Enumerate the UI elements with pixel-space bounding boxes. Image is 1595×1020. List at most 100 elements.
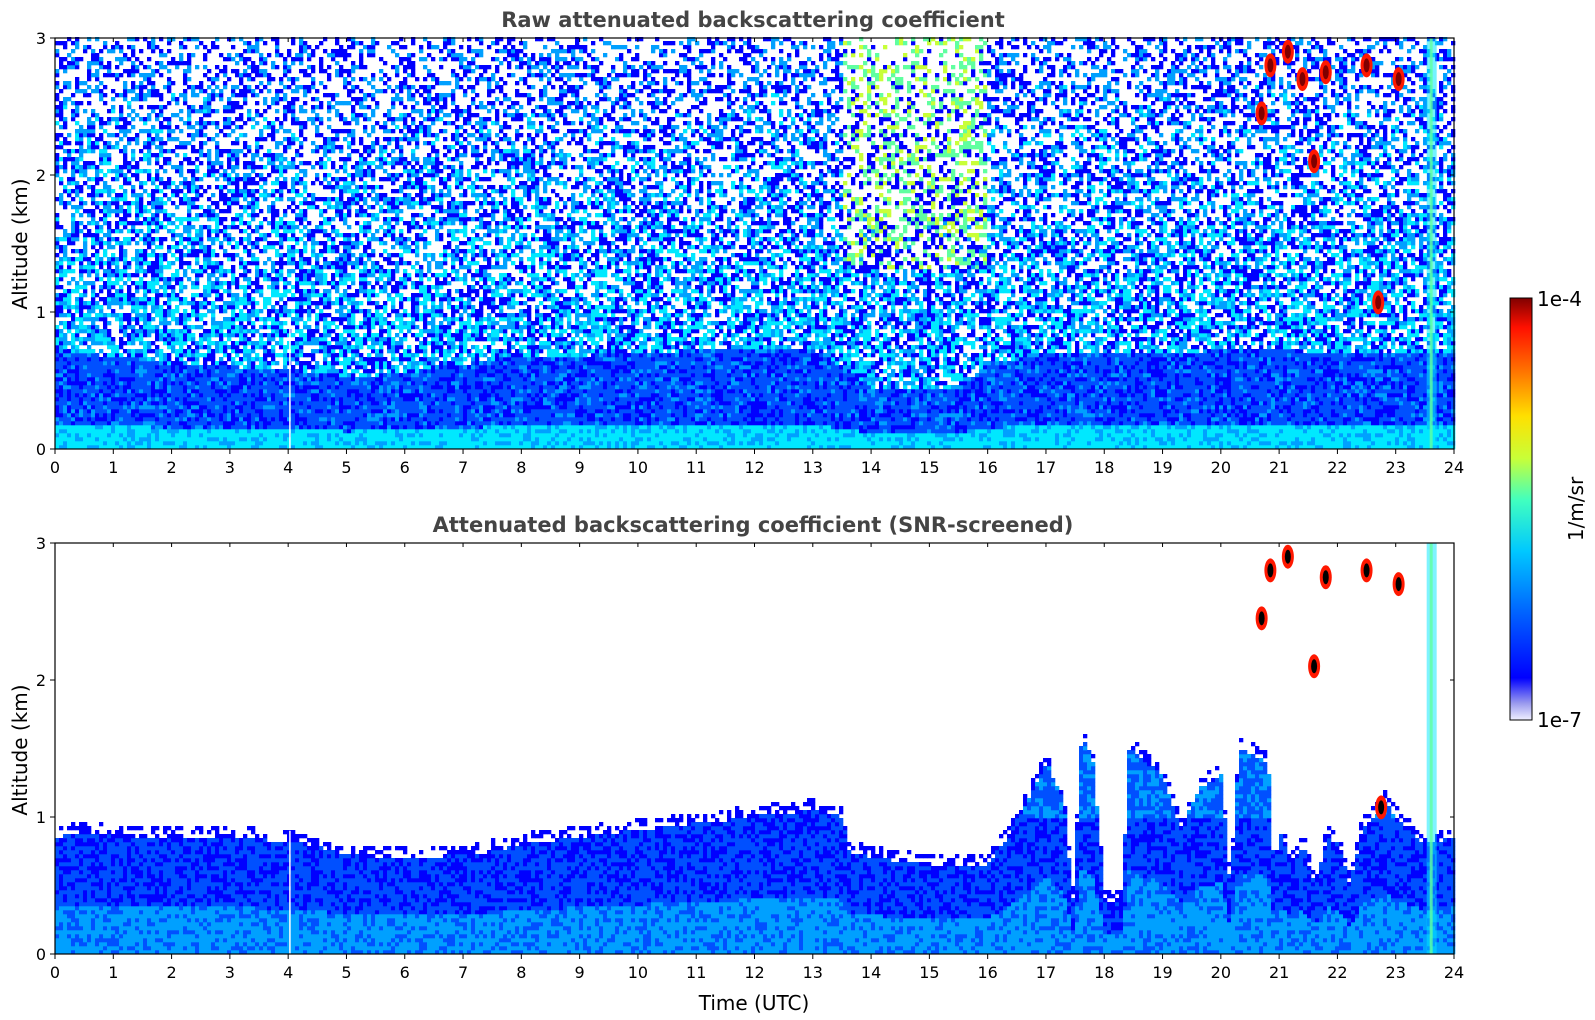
heatmap-cell: [103, 425, 108, 430]
heatmap-cell: [315, 325, 320, 330]
heatmap-cell: [195, 301, 200, 306]
heatmap-cell: [319, 225, 324, 230]
heatmap-cell: [79, 409, 84, 414]
heatmap-cell: [59, 377, 64, 382]
heatmap-cell: [155, 393, 160, 398]
heatmap-cell: [239, 313, 244, 318]
heatmap-cell: [315, 349, 320, 354]
heatmap-cell: [327, 433, 332, 438]
heatmap-cell: [315, 133, 320, 138]
heatmap-cell: [167, 121, 172, 126]
heatmap-cell: [323, 329, 328, 334]
heatmap-cell: [59, 433, 64, 438]
heatmap-cell: [175, 305, 180, 310]
heatmap-cell: [295, 429, 300, 434]
heatmap-cell: [331, 349, 336, 354]
heatmap-cell: [207, 217, 212, 222]
heatmap-cell: [271, 381, 276, 386]
heatmap-cell: [119, 277, 124, 282]
heatmap-cell: [179, 265, 184, 270]
heatmap-cell: [239, 257, 244, 262]
heatmap-cell: [211, 413, 216, 418]
heatmap-cell: [91, 325, 96, 330]
heatmap-cell: [107, 293, 112, 298]
heatmap-cell: [87, 265, 92, 270]
heatmap-cell: [159, 429, 164, 434]
heatmap-cell: [159, 205, 164, 210]
heatmap-cell: [135, 309, 140, 314]
heatmap-cell: [155, 381, 160, 386]
heatmap-cell: [179, 173, 184, 178]
heatmap-cell: [103, 205, 108, 210]
heatmap-cell: [155, 221, 160, 226]
heatmap-cell: [131, 221, 136, 226]
heatmap-cell: [55, 269, 60, 274]
heatmap-cell: [171, 309, 176, 314]
heatmap-cell: [103, 317, 108, 322]
heatmap-cell: [207, 337, 212, 342]
heatmap-cell: [167, 409, 172, 414]
heatmap-cell: [123, 261, 128, 266]
heatmap-cell: [235, 69, 240, 74]
heatmap-cell: [311, 353, 316, 358]
heatmap-cell: [115, 413, 120, 418]
heatmap-cell: [267, 425, 272, 430]
heatmap-cell: [275, 393, 280, 398]
heatmap-cell: [299, 389, 304, 394]
heatmap-cell: [163, 353, 168, 358]
heatmap-cell: [55, 437, 60, 442]
heatmap-cell: [139, 277, 144, 282]
heatmap-cell: [239, 329, 244, 334]
heatmap-cell: [343, 385, 348, 390]
heatmap-cell: [339, 217, 344, 222]
heatmap-cell: [155, 345, 160, 350]
heatmap-cell: [115, 389, 120, 394]
heatmap-cell: [211, 193, 216, 198]
heatmap-cell: [271, 125, 276, 130]
heatmap-cell: [255, 381, 260, 386]
heatmap-cell: [231, 317, 236, 322]
heatmap-cell: [219, 397, 224, 402]
heatmap-cell: [143, 377, 148, 382]
heatmap-cell: [223, 193, 228, 198]
heatmap-cell: [63, 249, 68, 254]
heatmap-cell: [319, 229, 324, 234]
heatmap-cell: [179, 129, 184, 134]
heatmap-cell: [67, 425, 72, 430]
heatmap-cell: [255, 49, 260, 54]
heatmap-cell: [91, 353, 96, 358]
heatmap-cell: [75, 229, 80, 234]
heatmap-cell: [99, 337, 104, 342]
heatmap-cell: [207, 197, 212, 202]
heatmap-cell: [103, 301, 108, 306]
heatmap-cell: [235, 53, 240, 58]
heatmap-cell: [67, 325, 72, 330]
heatmap-cell: [283, 73, 288, 78]
heatmap-cell: [171, 129, 176, 134]
heatmap-cell: [95, 313, 100, 318]
heatmap-cell: [235, 277, 240, 282]
heatmap-cell: [187, 353, 192, 358]
heatmap-cell: [55, 161, 60, 166]
heatmap-cell: [307, 53, 312, 58]
heatmap-cell: [135, 365, 140, 370]
heatmap-cell: [171, 149, 176, 154]
heatmap-cell: [299, 381, 304, 386]
heatmap-cell: [279, 261, 284, 266]
heatmap-cell: [335, 393, 340, 398]
heatmap-cell: [203, 257, 208, 262]
heatmap-cell: [199, 265, 204, 270]
heatmap-cell: [147, 129, 152, 134]
heatmap-cell: [95, 301, 100, 306]
heatmap-cell: [319, 345, 324, 350]
heatmap-cell: [139, 329, 144, 334]
heatmap-cell: [107, 353, 112, 358]
heatmap-cell: [323, 241, 328, 246]
heatmap-cell: [323, 325, 328, 330]
heatmap-cell: [243, 85, 248, 90]
heatmap-cell: [223, 109, 228, 114]
heatmap-cell: [75, 157, 80, 162]
heatmap-cell: [119, 425, 124, 430]
heatmap-cell: [179, 357, 184, 362]
heatmap-cell: [271, 65, 276, 70]
